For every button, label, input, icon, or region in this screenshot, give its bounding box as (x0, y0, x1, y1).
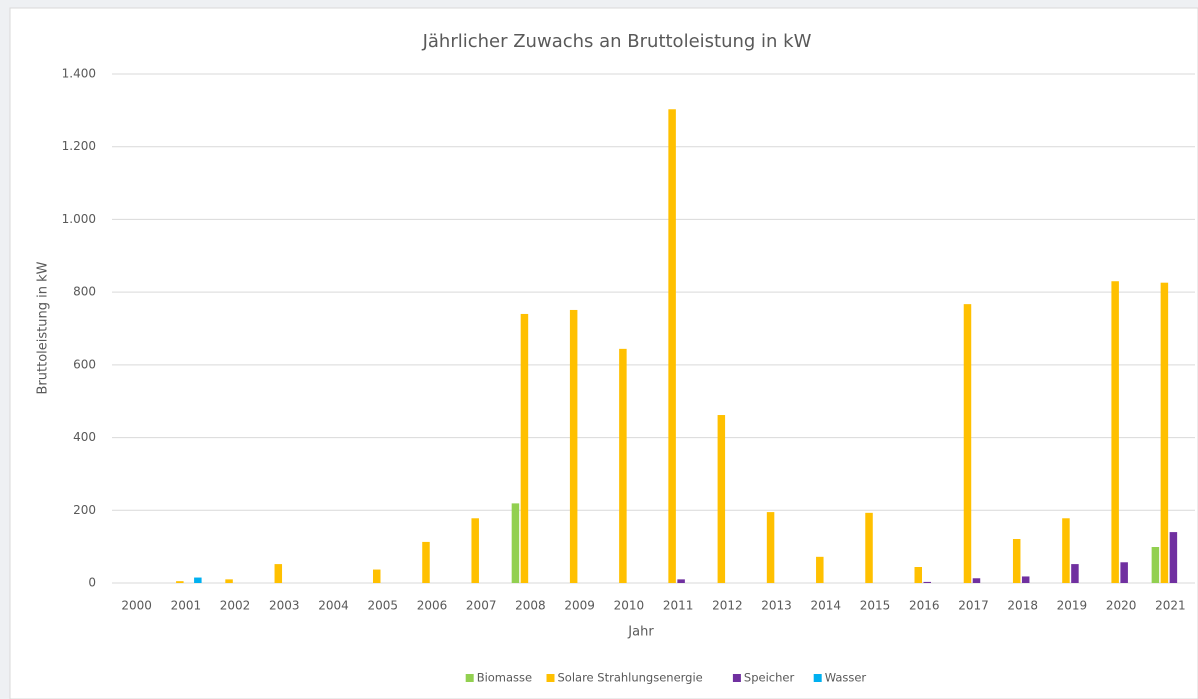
bar (619, 348, 627, 583)
x-tick-label: 2014 (811, 599, 842, 613)
bar (923, 581, 931, 583)
bar (668, 109, 676, 584)
x-tick-label: 2002 (220, 599, 251, 613)
x-tick-label: 2018 (1007, 599, 1038, 613)
y-tick-label: 600 (73, 357, 96, 371)
x-axis-label: Jahr (627, 625, 654, 640)
x-tick-label: 2013 (761, 599, 792, 613)
x-tick-label: 2001 (171, 599, 202, 613)
bar (1120, 562, 1128, 583)
bar (1012, 539, 1021, 583)
legend-swatch (813, 674, 822, 682)
bar (1160, 282, 1169, 583)
bar (1169, 532, 1178, 583)
bar (520, 313, 529, 583)
x-tick-label: 2017 (958, 599, 989, 613)
bar (963, 304, 972, 583)
y-tick-label: 400 (73, 430, 96, 444)
x-tick-label: 2004 (318, 599, 349, 613)
x-tick-label: 2010 (614, 599, 645, 613)
y-tick-label: 0 (88, 576, 96, 590)
bar (766, 512, 775, 583)
x-tick-label: 2007 (466, 599, 497, 613)
bar (225, 579, 233, 583)
y-tick-label: 800 (73, 285, 96, 299)
bar (471, 518, 479, 583)
bar (865, 512, 873, 583)
bar (176, 581, 184, 583)
x-tick-label: 2008 (515, 599, 546, 613)
bar (422, 541, 430, 583)
x-tick-label: 2003 (269, 599, 300, 613)
y-tick-label: 1.000 (62, 212, 96, 226)
x-tick-label: 2011 (663, 599, 694, 613)
bar (1111, 281, 1119, 583)
y-tick-label: 200 (73, 503, 96, 517)
x-tick-label: 2009 (564, 599, 595, 613)
legend-swatch (546, 674, 555, 682)
bar (274, 564, 283, 583)
bar (816, 556, 824, 583)
bar (914, 567, 922, 583)
bar (511, 503, 520, 583)
chart-title: Jährlicher Zuwachs an Bruttoleistung in … (422, 31, 812, 52)
x-tick-label: 2012 (712, 599, 743, 613)
x-tick-label: 2000 (121, 599, 152, 613)
bar (373, 569, 381, 583)
chart-area (9, 7, 1198, 699)
bar (677, 579, 685, 583)
bar (569, 309, 578, 583)
x-tick-label: 2020 (1106, 599, 1137, 613)
y-tick-label: 1.200 (62, 139, 96, 153)
legend-label: Speicher (744, 671, 795, 685)
bar (972, 578, 981, 583)
bar (717, 415, 726, 583)
bar (1062, 518, 1070, 583)
bar (1151, 547, 1160, 583)
x-tick-label: 2021 (1155, 599, 1186, 613)
legend-swatch (732, 674, 741, 682)
bar (1071, 564, 1079, 583)
y-tick-label: 1.400 (62, 67, 96, 81)
bar (1021, 576, 1030, 583)
legend-swatch (465, 674, 474, 682)
x-tick-label: 2006 (417, 599, 448, 613)
x-tick-label: 2015 (860, 599, 891, 613)
x-tick-label: 2016 (909, 599, 940, 613)
legend-label: Solare Strahlungsenergie (558, 671, 703, 685)
y-axis-label: Bruttoleistung in kW (36, 261, 51, 394)
x-tick-label: 2005 (367, 599, 398, 613)
bar (194, 577, 202, 583)
x-tick-label: 2019 (1057, 599, 1088, 613)
legend-label: Wasser (825, 671, 867, 685)
legend-label: Biomasse (477, 671, 532, 685)
